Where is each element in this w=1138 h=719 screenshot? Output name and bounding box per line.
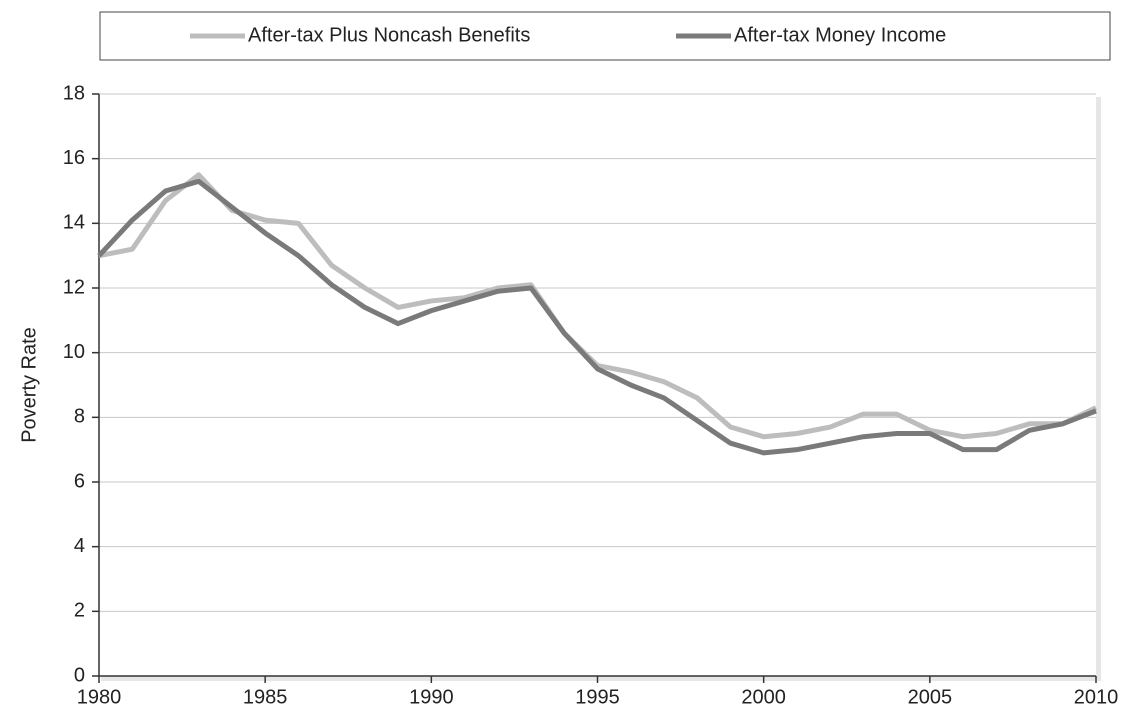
y-tick-label: 10 xyxy=(63,341,85,363)
plot-area xyxy=(99,94,1096,676)
legend-label: After-tax Plus Noncash Benefits xyxy=(248,24,530,46)
x-tick-label: 1985 xyxy=(243,686,288,708)
y-tick-label: 14 xyxy=(63,212,85,234)
series-line xyxy=(97,178,1097,456)
y-tick-label: 0 xyxy=(74,664,85,686)
y-tick-label: 18 xyxy=(63,82,85,104)
legend-label: After-tax Money Income xyxy=(734,24,946,46)
x-tick-label: 2010 xyxy=(1074,686,1119,708)
y-tick-label: 16 xyxy=(63,147,85,169)
y-tick-label: 6 xyxy=(74,470,85,492)
x-tick-label: 2005 xyxy=(908,686,953,708)
x-tick-label: 1995 xyxy=(575,686,620,708)
x-tick-label: 1990 xyxy=(409,686,454,708)
x-tick-label: 1980 xyxy=(77,686,122,708)
y-tick-label: 4 xyxy=(74,535,85,557)
y-tick-label: 8 xyxy=(74,406,85,428)
y-axis-label: Poverty Rate xyxy=(18,327,40,443)
legend-box xyxy=(99,11,1111,61)
y-tick-label: 2 xyxy=(74,600,85,622)
x-tick-label: 2000 xyxy=(741,686,786,708)
y-tick-label: 12 xyxy=(63,276,85,298)
